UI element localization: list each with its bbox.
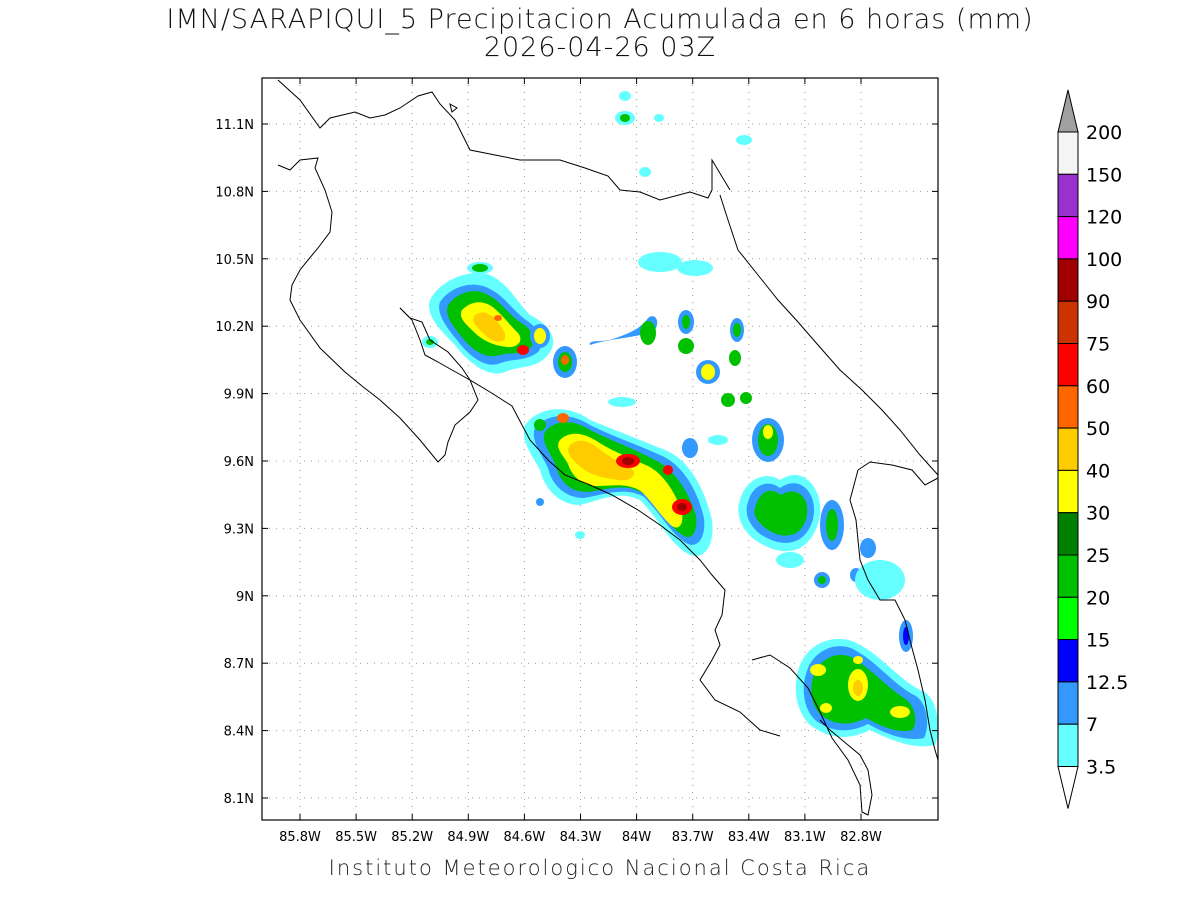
colorbar-label: 12.5 — [1086, 672, 1128, 694]
colorbar-label: 75 — [1086, 334, 1110, 356]
precip-cluster-caribbean — [738, 418, 905, 600]
colorbar-swatch — [1057, 427, 1079, 471]
x-tick-label: 84.6W — [503, 830, 545, 845]
colorbar-label: 150 — [1086, 164, 1122, 186]
x-tick-label: 83.1W — [784, 830, 826, 845]
panama-border-south — [849, 499, 938, 761]
panama-border — [849, 461, 938, 501]
colorbar-swatch — [1057, 469, 1079, 514]
x-tick-label: 85.5W — [335, 830, 377, 845]
colorbar-label: 25 — [1086, 545, 1110, 567]
gulf-nicoya — [399, 307, 523, 426]
colorbar-over-triangle — [1057, 89, 1079, 133]
y-tick-label: 9.6N — [224, 455, 254, 470]
precip-cluster-pacific-slope — [523, 409, 728, 556]
colorbar-swatch — [1057, 596, 1079, 641]
coastline-borders — [277, 79, 938, 816]
colorbar-swatch — [1057, 300, 1079, 345]
precip-cluster-northwest — [422, 262, 554, 374]
y-tick-label: 8.4N — [224, 725, 254, 740]
colorbar: 200 150 120 100 90 75 60 50 40 30 25 20 15 12.5 7 3.5 — [1057, 89, 1128, 809]
colorbar-swatch — [1057, 639, 1079, 683]
colorbar-label: 3.5 — [1086, 757, 1116, 779]
colorbar-swatch — [1057, 512, 1079, 556]
colorbar-swatch — [1057, 681, 1079, 725]
colorbar-label: 100 — [1086, 249, 1122, 271]
colorbar-swatch — [1057, 173, 1079, 218]
colorbar-swatch — [1057, 258, 1079, 302]
y-tick-label: 8.1N — [224, 792, 254, 807]
x-tick-label: 84W — [622, 830, 652, 845]
caribbean-coast — [719, 194, 938, 476]
x-tick-label: 84.3W — [560, 830, 602, 845]
y-tick-label: 9.9N — [224, 388, 254, 403]
colorbar-swatch — [1057, 343, 1079, 387]
map-title: IMN/SARAPIQUI_5 Precipitacion Acumulada … — [166, 4, 1034, 35]
colorbar-label: 7 — [1086, 714, 1098, 736]
precip-cluster-central — [553, 91, 752, 407]
y-tick-label: 10.2N — [215, 320, 254, 335]
x-tick-label: 84.9W — [447, 830, 489, 845]
colorbar-under-triangle — [1057, 766, 1079, 809]
colorbar-swatch — [1057, 554, 1079, 598]
y-tick-label: 10.8N — [215, 185, 254, 200]
map-subtitle-date: 2026-04-26 03Z — [483, 32, 717, 63]
colorbar-swatch — [1057, 216, 1079, 260]
map-axes: 85.8W 85.5W 85.2W 84.9W 84.6W 84.3W 84W 83.7W 83… — [215, 78, 938, 845]
y-tick-label: 9.3N — [224, 522, 254, 537]
colorbar-label: 20 — [1086, 587, 1110, 609]
osa-peninsula — [751, 654, 873, 816]
y-tick-label: 8.7N — [224, 657, 254, 672]
x-tick-label: 83.4W — [728, 830, 770, 845]
colorbar-label: 120 — [1086, 207, 1122, 229]
colorbar-swatch — [1057, 131, 1079, 175]
footer-credit: Instituto Meteorologico Nacional Costa R… — [328, 856, 872, 880]
x-tick-label: 83.7W — [672, 830, 714, 845]
pacific-coast-guanacaste — [277, 157, 479, 463]
colorbar-label: 90 — [1086, 291, 1110, 313]
colorbar-label: 200 — [1086, 122, 1122, 144]
x-tick-label: 82.8W — [840, 830, 882, 845]
colorbar-label: 30 — [1086, 503, 1110, 525]
nicaragua-border — [277, 79, 731, 201]
map-frame — [261, 77, 939, 821]
colorbar-label: 50 — [1086, 418, 1110, 440]
pacific-coast-central — [521, 424, 781, 737]
colorbar-swatch — [1057, 385, 1079, 429]
y-tick-label: 9N — [236, 590, 254, 605]
x-tick-label: 85.2W — [391, 830, 433, 845]
x-tick-label: 85.8W — [279, 830, 321, 845]
gulf-nicoya-island — [449, 102, 458, 113]
colorbar-label: 60 — [1086, 376, 1110, 398]
colorbar-swatch — [1057, 723, 1079, 768]
colorbar-label: 40 — [1086, 460, 1110, 482]
y-tick-label: 11.1N — [215, 118, 254, 133]
colorbar-label: 15 — [1086, 630, 1110, 652]
y-tick-label: 10.5N — [215, 253, 254, 268]
